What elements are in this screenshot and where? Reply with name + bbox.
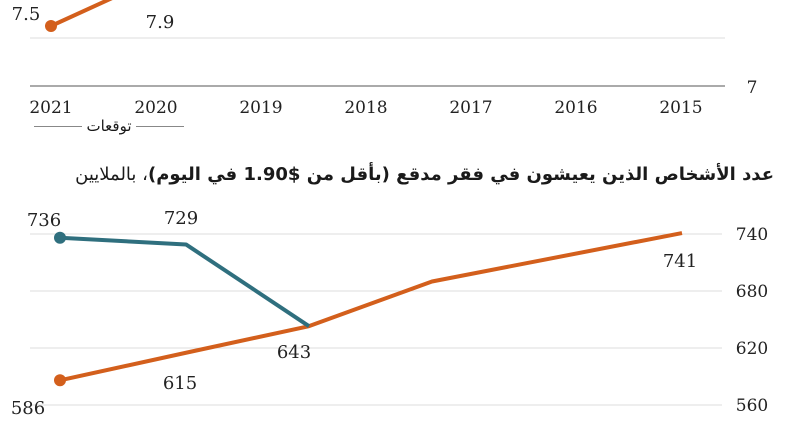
data-label: 741 [663,251,697,272]
series-point [54,374,66,387]
y-tick-label: 560 [736,396,768,416]
poverty-bottom-chart: 740 680 620 560 736 729 643 586 615 741 [11,208,768,419]
forecast-label: توقعات [86,117,132,135]
y-tick-label: 7 [747,78,758,98]
forecast-annotation: توقعات [34,117,184,135]
x-tick-label: 2021 [29,98,72,118]
series-point [54,231,66,244]
data-label: 7.9 [146,12,175,33]
chart-title: عدد الأشخاص الذين يعيشون في فقر مدقع (بأ… [75,164,774,185]
x-tick-label: 2016 [554,98,597,118]
x-tick-label: 2015 [659,98,702,118]
forecast-line-left [34,125,83,127]
data-label: 615 [163,373,197,394]
data-label: 729 [164,208,198,229]
data-label: 586 [11,398,45,419]
y-tick-label: 740 [736,225,768,245]
series-line [50,0,113,28]
forecast-line-right [135,125,184,127]
series-line [59,231,683,383]
y-tick-label: 620 [736,339,768,359]
x-tick-label: 2019 [239,98,282,118]
data-label: 736 [27,210,61,231]
chart-title-main: عدد الأشخاص الذين يعيشون في فقر مدقع (بأ… [147,164,774,185]
y-tick-label: 680 [736,282,768,302]
x-tick-label: 2018 [344,98,387,118]
forecast-top-chart: 7 2021 2020 2019 2018 2017 2016 2015 7.5 7.9 [12,0,758,118]
data-label: 643 [277,342,311,363]
x-tick-label: 2020 [134,98,177,118]
series-point [45,20,57,32]
series-line [59,235,311,328]
chart-title-sub: ، بالملايين [75,164,148,185]
x-tick-label: 2017 [449,98,492,118]
data-label: 7.5 [12,4,41,25]
